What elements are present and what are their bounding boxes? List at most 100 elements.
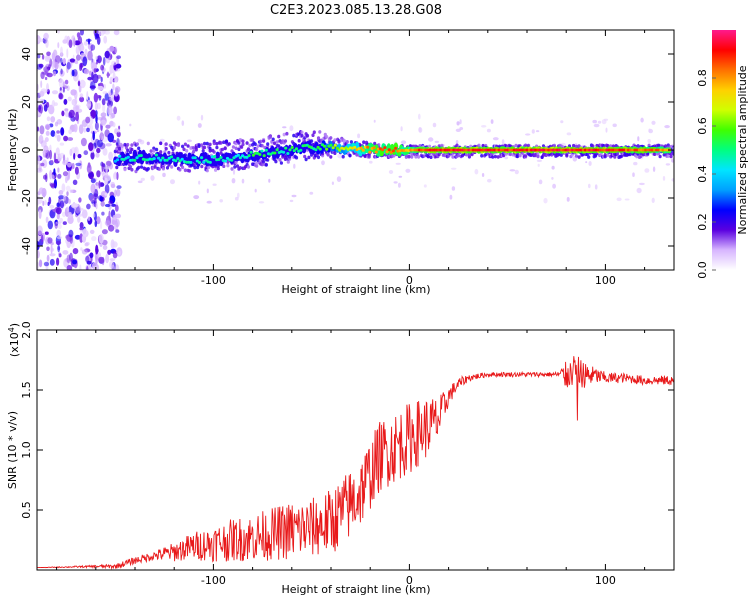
spectrogram-band-core bbox=[204, 158, 208, 162]
spectrogram-noise-blob bbox=[83, 41, 88, 46]
spectrogram-noise-blob bbox=[95, 255, 98, 265]
spectrogram-noise-blob bbox=[77, 36, 83, 45]
spectrogram-faint-blob bbox=[481, 125, 487, 128]
spectrogram-faint-blob bbox=[398, 182, 401, 188]
spectrogram-noise-blob bbox=[74, 234, 81, 240]
spectrogram-band-core bbox=[508, 148, 512, 152]
spectrogram-noise-blob bbox=[108, 151, 113, 161]
spectrogram-band-halo bbox=[544, 153, 548, 157]
spectrogram-noise-blob bbox=[92, 213, 96, 218]
spectrogram-noise-blob bbox=[89, 194, 96, 203]
spectrogram-y-tick-label: 40 bbox=[20, 47, 33, 61]
spectrogram-band-halo bbox=[307, 155, 311, 160]
snr-panel: -100 0 100 0.5 1.0 1.5 2.0 Height of straight … bbox=[6, 321, 675, 596]
spectrogram-band-halo bbox=[264, 163, 268, 167]
spectrogram-band-halo bbox=[194, 147, 198, 152]
spectrogram-faint-blob bbox=[652, 166, 656, 172]
spectrogram-noise-blob bbox=[104, 50, 110, 59]
spectrogram-noise-blob bbox=[90, 178, 96, 184]
spectrogram-band-core bbox=[549, 148, 553, 152]
spectrogram-noise-blob bbox=[71, 162, 75, 170]
spectrogram-band-core bbox=[316, 145, 320, 149]
spectrogram-band-core bbox=[529, 148, 534, 152]
spectrogram-faint-blob bbox=[309, 191, 314, 195]
snr-y-tick-label: 2.0 bbox=[20, 321, 33, 339]
spectrogram-band-halo bbox=[183, 142, 187, 147]
spectrogram-band-halo bbox=[477, 143, 481, 148]
spectrogram-band-halo bbox=[192, 149, 196, 154]
spectrogram-noise-blob bbox=[53, 168, 56, 176]
snr-y-label: SNR (10 * v/v) bbox=[6, 411, 19, 489]
spectrogram-band-core bbox=[169, 155, 174, 159]
spectrogram-band-core bbox=[588, 148, 592, 152]
spectrogram-noise-blob bbox=[50, 174, 55, 180]
spectrogram-band-halo bbox=[128, 150, 133, 154]
spectrogram-faint-blob bbox=[137, 138, 142, 143]
spectrogram-band-halo bbox=[216, 166, 220, 171]
spectrogram-band-halo bbox=[130, 143, 134, 147]
spectrogram-faint-blob bbox=[140, 177, 145, 181]
spectrogram-faint-blob bbox=[449, 194, 453, 200]
spectrogram-band-halo bbox=[653, 152, 657, 156]
spectrogram-faint-blob bbox=[592, 119, 597, 124]
spectrogram-band-halo bbox=[172, 146, 176, 150]
spectrogram-band-halo bbox=[165, 166, 170, 170]
spectrogram-band-halo bbox=[237, 141, 241, 145]
colorbar-tick-label: 0.2 bbox=[696, 213, 709, 231]
spectrogram-band-core bbox=[385, 150, 389, 154]
spectrogram-band-halo bbox=[219, 151, 223, 155]
spectrogram-band-halo bbox=[185, 149, 189, 153]
spectrogram-noise-blob bbox=[51, 90, 59, 95]
spectrogram-band-core bbox=[504, 148, 508, 152]
spectrogram-band-halo bbox=[316, 155, 321, 160]
spectrogram-band-core bbox=[113, 159, 117, 163]
spectrogram-faint-blob bbox=[551, 165, 555, 170]
spectrogram-noise-blob bbox=[98, 233, 104, 244]
spectrogram-band-core bbox=[335, 146, 340, 150]
spectrogram-band-core bbox=[180, 157, 184, 161]
spectrogram-faint-blob bbox=[593, 123, 600, 128]
spectrogram-band-halo bbox=[572, 143, 576, 148]
spectrogram-band-core bbox=[245, 155, 249, 159]
spectrogram-faint-blob bbox=[514, 169, 519, 175]
spectrogram-band-halo bbox=[167, 150, 171, 155]
spectrogram-noise-blob bbox=[64, 110, 69, 118]
spectrogram-noise-blob bbox=[102, 91, 108, 95]
spectrogram-noise-blob bbox=[59, 87, 62, 91]
spectrogram-faint-blob bbox=[671, 178, 674, 182]
spectrogram-noise-blob bbox=[50, 160, 54, 164]
spectrogram-noise-blob bbox=[111, 60, 117, 66]
snr-x-tick-label: -100 bbox=[201, 574, 226, 587]
spectrogram-band-core bbox=[294, 147, 299, 151]
spectrogram-band-halo bbox=[214, 168, 218, 172]
spectrogram-faint-blob bbox=[647, 139, 651, 143]
spectrogram-faint-blob bbox=[234, 196, 239, 201]
spectrogram-band-halo bbox=[224, 139, 229, 144]
spectrogram-band-halo bbox=[176, 143, 181, 148]
spectrogram-band-halo bbox=[274, 159, 278, 164]
spectrogram-band-core bbox=[622, 148, 626, 152]
spectrogram-noise-blob bbox=[117, 250, 121, 256]
spectrogram-band-halo bbox=[241, 139, 245, 143]
spectrogram-band-core bbox=[437, 148, 441, 152]
spectrogram-faint-blob bbox=[648, 128, 651, 133]
spectrogram-band-halo bbox=[367, 155, 371, 159]
spectrogram-band-halo bbox=[113, 149, 117, 154]
spectrogram-faint-blob bbox=[373, 119, 376, 123]
spectrogram-band-halo bbox=[139, 165, 144, 169]
snr-y-tick-label: 1.0 bbox=[20, 441, 33, 459]
spectrogram-band-halo bbox=[277, 134, 281, 139]
spectrogram-faint-blob bbox=[176, 115, 181, 121]
spectrogram-noise-blob bbox=[113, 30, 120, 36]
spectrogram-faint-blob bbox=[597, 120, 602, 124]
spectrogram-noise-blob bbox=[41, 54, 45, 60]
spectrogram-band-core bbox=[165, 158, 169, 162]
spectrogram-band-halo bbox=[602, 144, 606, 148]
spectrogram-faint-blob bbox=[434, 140, 439, 143]
spectrogram-band-core bbox=[282, 150, 286, 154]
spectrogram-noise-blob bbox=[44, 137, 49, 143]
spectrogram-noise-blob bbox=[86, 103, 91, 107]
spectrogram-noise-blob bbox=[109, 97, 115, 102]
spectrogram-band-core bbox=[469, 148, 473, 152]
spectrogram-band-halo bbox=[329, 155, 333, 159]
